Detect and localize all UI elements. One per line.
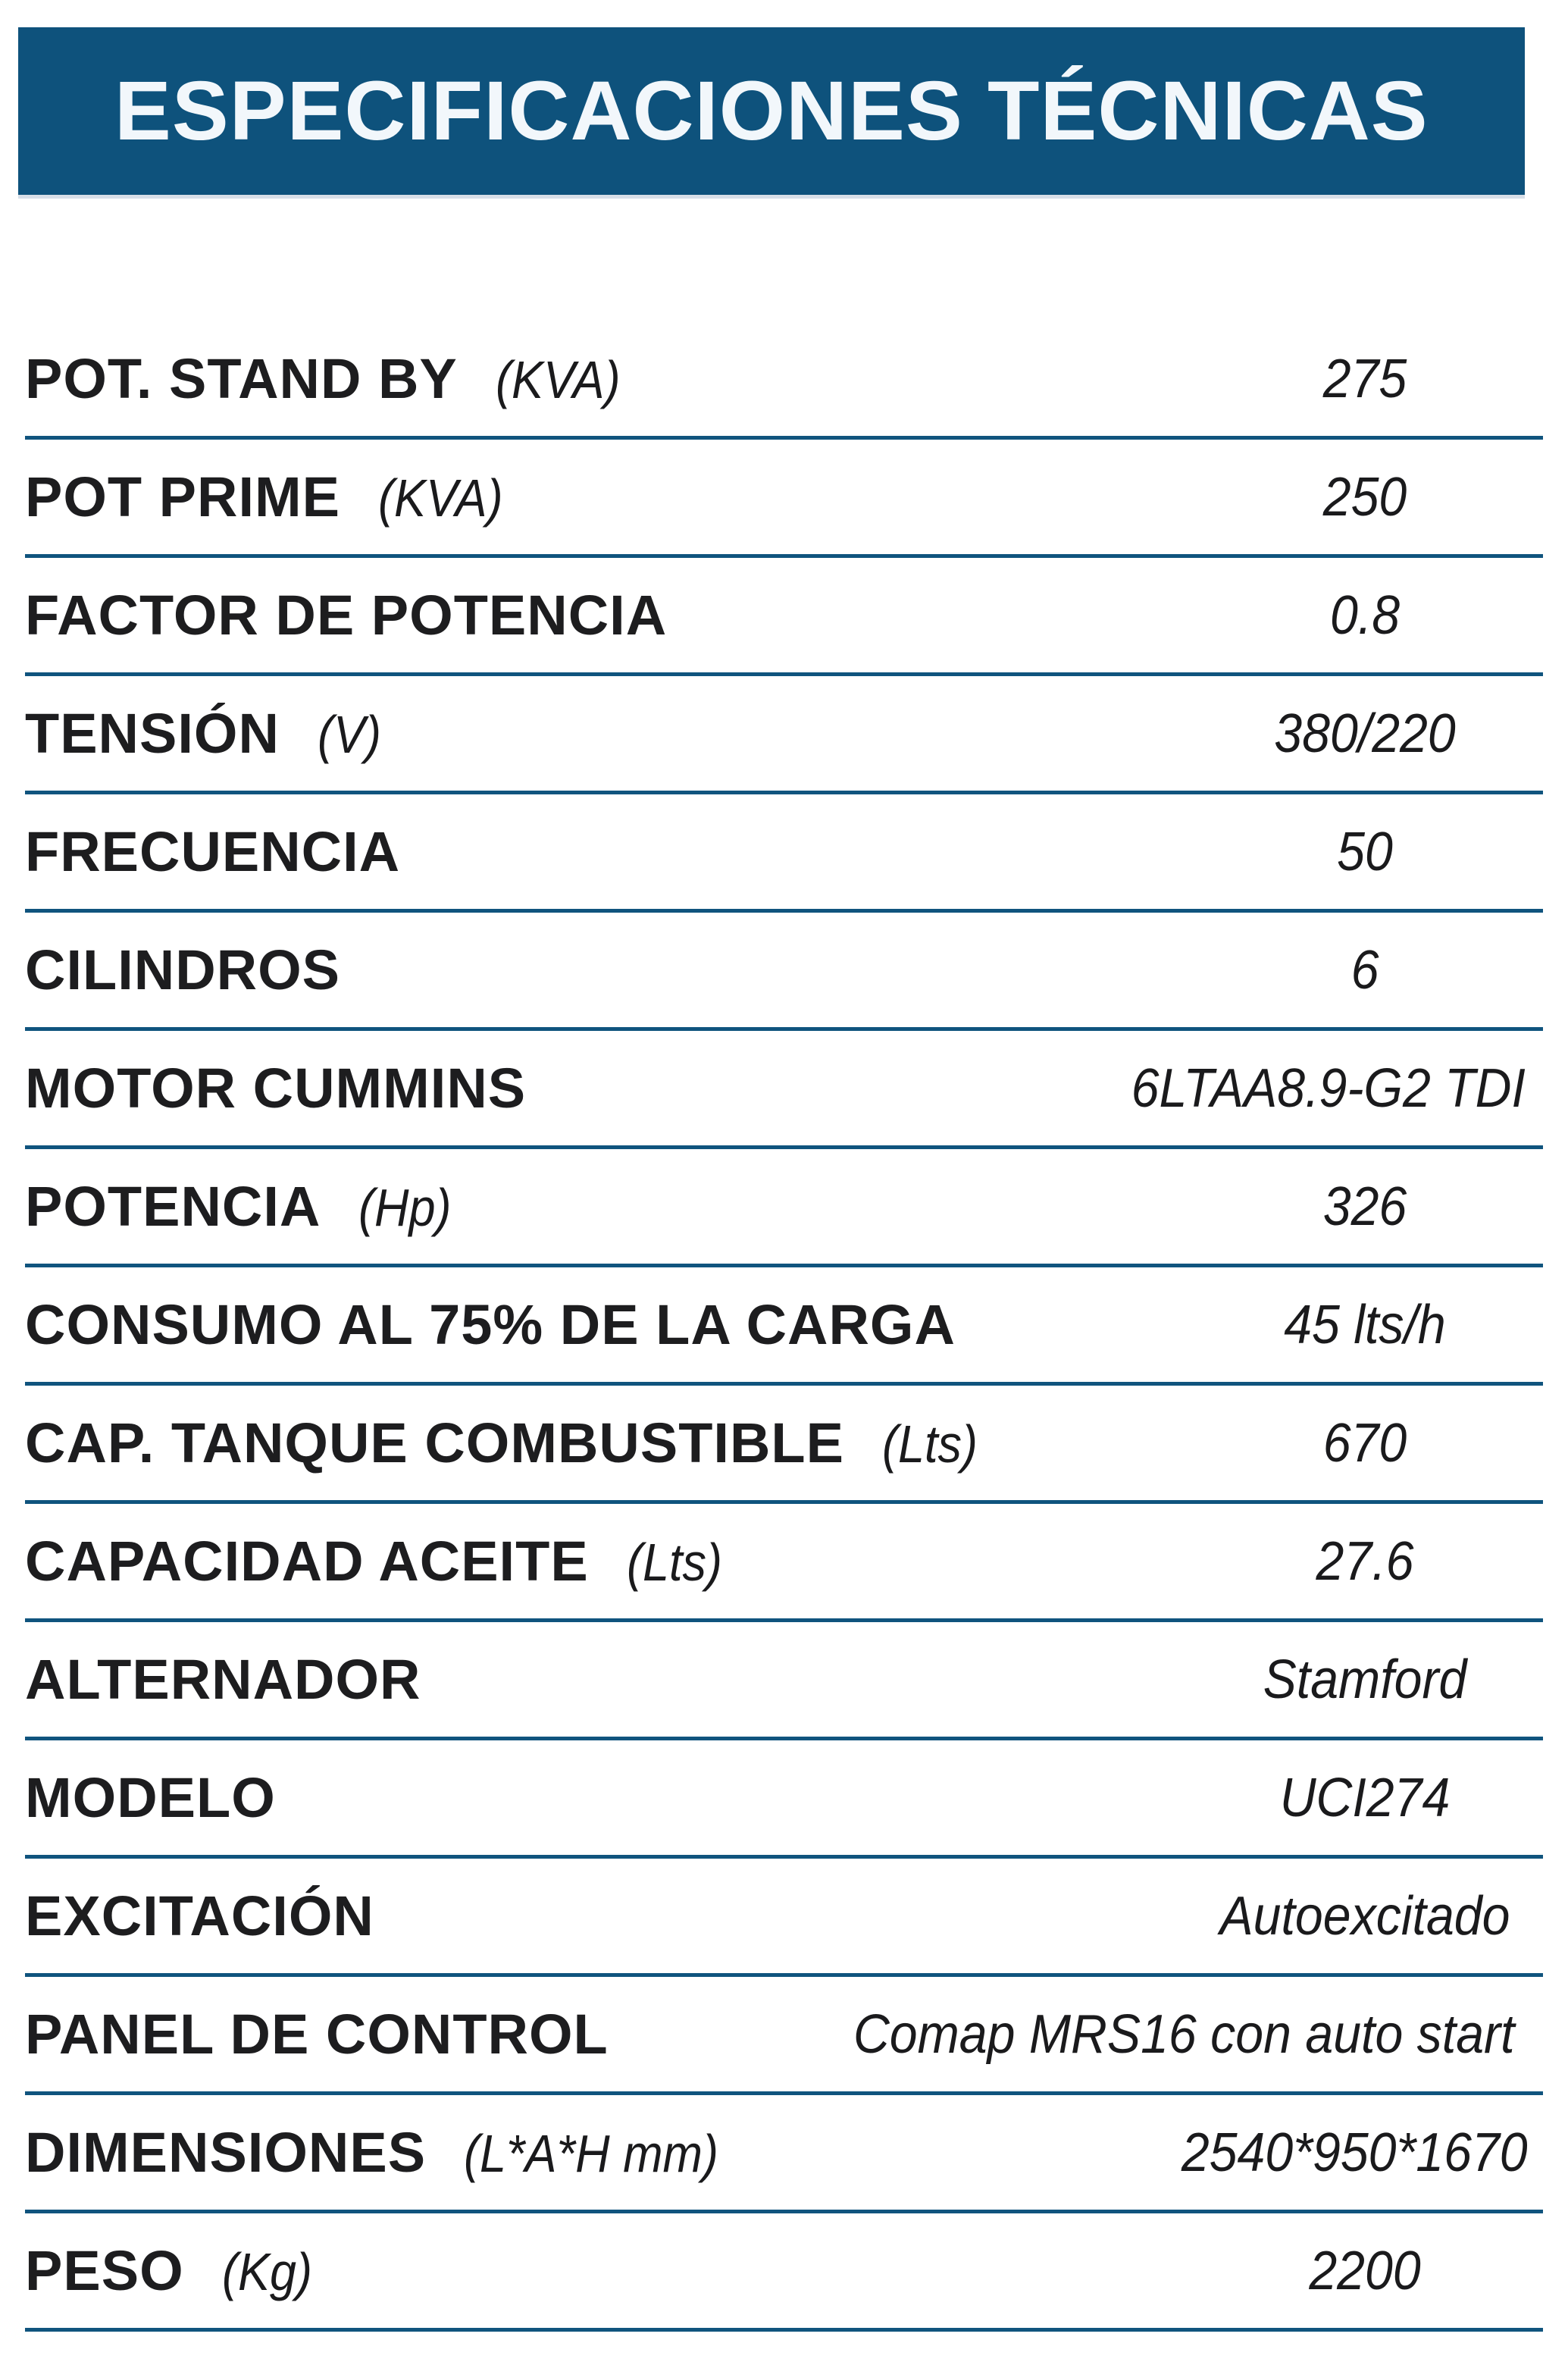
table-row: CILINDROS 6: [25, 913, 1543, 1031]
row-label: CONSUMO AL 75% DE LA CARGA: [25, 1293, 956, 1356]
specs-table: POT. STAND BY (KVA) 275 POT PRIME (KVA) …: [25, 321, 1543, 2332]
row-label-group: CAP. TANQUE COMBUSTIBLE (Lts): [25, 1411, 988, 1475]
row-value: 250: [1322, 466, 1407, 528]
row-label-group: FRECUENCIA: [25, 819, 400, 884]
row-value: 50: [1337, 821, 1393, 882]
row-value: Stamford: [1263, 1649, 1467, 1710]
row-label: MOTOR CUMMINS: [25, 1057, 527, 1120]
row-value: UCI274: [1279, 1767, 1451, 1828]
row-value: 275: [1322, 348, 1407, 409]
row-label-group: CAPACIDAD ACEITE (Lts): [25, 1529, 733, 1593]
row-value: 2540*950*1670: [1181, 2122, 1529, 2183]
row-label: CAP. TANQUE COMBUSTIBLE: [25, 1411, 844, 1474]
row-label-group: PESO (Kg): [25, 2238, 322, 2303]
row-label: POT. STAND BY: [25, 347, 458, 410]
row-label-group: CILINDROS: [25, 938, 340, 1002]
row-value: 380/220: [1274, 703, 1456, 764]
row-value: 6: [1350, 939, 1379, 1001]
header-banner: ESPECIFICACIONES TÉCNICAS: [18, 27, 1525, 195]
table-row: POTENCIA (Hp) 326: [25, 1149, 1543, 1267]
row-label-group: POTENCIA (Hp): [25, 1174, 462, 1239]
page-title: ESPECIFICACIONES TÉCNICAS: [114, 64, 1429, 158]
row-unit: (Lts): [881, 1414, 978, 1474]
row-value: 670: [1322, 1412, 1407, 1474]
row-value: 6LTAA8.9-G2 TDI: [1131, 1057, 1526, 1119]
table-row: POT. STAND BY (KVA) 275: [25, 321, 1543, 440]
spec-sheet-page: ESPECIFICACIONES TÉCNICAS POT. STAND BY …: [0, 27, 1568, 2365]
row-label: TENSIÓN: [25, 702, 280, 765]
row-label: PANEL DE CONTROL: [25, 2003, 609, 2066]
row-unit: (KVA): [495, 350, 621, 409]
row-label-group: POT PRIME (KVA): [25, 465, 517, 529]
row-label: POT PRIME: [25, 465, 341, 528]
row-unit: (Lts): [626, 1533, 722, 1592]
row-label-group: PANEL DE CONTROL: [25, 2002, 609, 2066]
table-row: TENSIÓN (V) 380/220: [25, 676, 1543, 794]
row-unit: (KVA): [378, 468, 503, 528]
row-label: FRECUENCIA: [25, 820, 401, 883]
row-label: CAPACIDAD ACEITE: [25, 1530, 589, 1593]
row-label-group: EXCITACIÓN: [25, 1884, 374, 1948]
table-row: CAPACIDAD ACEITE (Lts) 27.6: [25, 1504, 1543, 1622]
table-row: ALTERNADOR Stamford: [25, 1622, 1543, 1740]
row-label: DIMENSIONES: [25, 2121, 427, 2184]
row-label: POTENCIA: [25, 1175, 321, 1238]
table-row: POT PRIME (KVA) 250: [25, 440, 1543, 558]
row-label: EXCITACIÓN: [25, 1884, 374, 1947]
row-label: CILINDROS: [25, 938, 340, 1001]
row-label-group: DIMENSIONES (L*A*H mm): [25, 2120, 746, 2185]
row-label-group: POT. STAND BY (KVA): [25, 346, 634, 411]
table-row: MODELO UCI274: [25, 1740, 1543, 1859]
row-label: PESO: [25, 2239, 184, 2302]
row-label-group: CONSUMO AL 75% DE LA CARGA: [25, 1292, 956, 1357]
table-row: PESO (Kg) 2200: [25, 2213, 1543, 2332]
table-row: MOTOR CUMMINS 6LTAA8.9-G2 TDI: [25, 1031, 1543, 1149]
row-label-group: ALTERNADOR: [25, 1647, 421, 1712]
table-row: FACTOR DE POTENCIA 0.8: [25, 558, 1543, 676]
table-row: DIMENSIONES (L*A*H mm) 2540*950*1670: [25, 2095, 1543, 2213]
table-row: CONSUMO AL 75% DE LA CARGA 45 lts/h: [25, 1267, 1543, 1386]
table-row: EXCITACIÓN Autoexcitado: [25, 1859, 1543, 1977]
row-unit: (Kg): [221, 2242, 312, 2301]
row-label-group: TENSIÓN (V): [25, 701, 388, 766]
row-label: ALTERNADOR: [25, 1648, 421, 1711]
row-label: MODELO: [25, 1766, 276, 1829]
row-value: 45 lts/h: [1284, 1294, 1446, 1355]
row-unit: (L*A*H mm): [464, 2124, 719, 2183]
row-label-group: MOTOR CUMMINS: [25, 1056, 526, 1120]
table-row: CAP. TANQUE COMBUSTIBLE (Lts) 670: [25, 1386, 1543, 1504]
row-label-group: FACTOR DE POTENCIA: [25, 583, 667, 647]
row-unit: (Hp): [358, 1178, 452, 1237]
row-label: FACTOR DE POTENCIA: [25, 584, 668, 647]
row-value: 27.6: [1316, 1530, 1414, 1592]
table-row: PANEL DE CONTROL Comap MRS16 con auto st…: [25, 1977, 1543, 2095]
table-row: FRECUENCIA 50: [25, 794, 1543, 913]
row-unit: (V): [317, 705, 381, 764]
row-value: Comap MRS16 con auto start: [853, 2003, 1515, 2065]
row-value: 326: [1322, 1176, 1407, 1237]
row-value: 2200: [1309, 2240, 1421, 2301]
row-label-group: MODELO: [25, 1765, 276, 1830]
row-value: 0.8: [1329, 584, 1401, 646]
row-value: Autoexcitado: [1219, 1885, 1510, 1947]
